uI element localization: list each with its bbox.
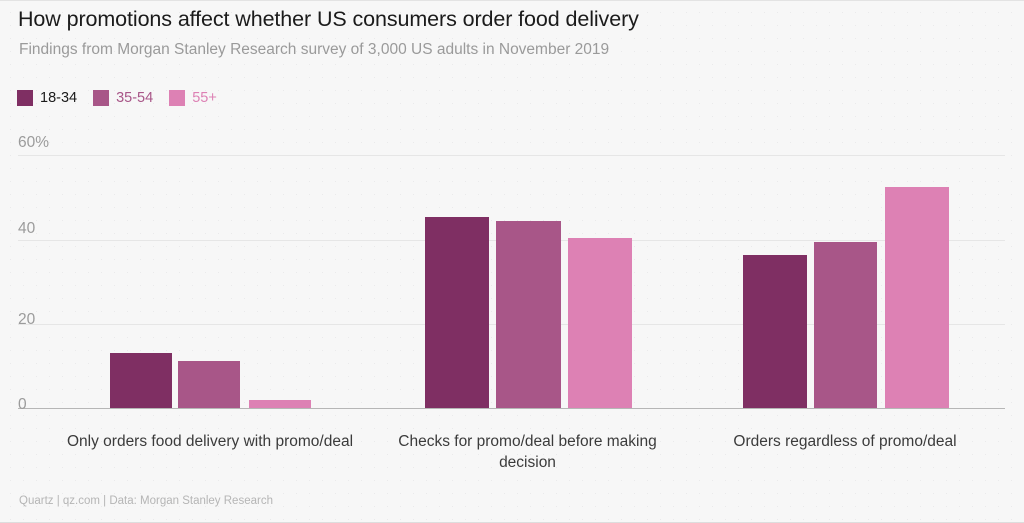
legend-swatch-icon	[169, 90, 186, 106]
legend-swatch-icon	[93, 90, 110, 106]
bar-55-plus-group-1[interactable]	[249, 400, 311, 408]
bar-18-34-group-2[interactable]	[425, 217, 489, 408]
top-border	[0, 0, 1024, 1]
bar-35-54-group-3[interactable]	[814, 242, 877, 408]
gridline-60	[18, 155, 1005, 156]
legend-item-35-54[interactable]: 35-54	[93, 90, 153, 106]
chart-legend: 18-34 35-54 55+	[17, 90, 217, 106]
legend-swatch-icon	[17, 90, 33, 106]
y-tick-label-0: 0	[18, 396, 27, 413]
y-tick-label-40: 40	[18, 220, 36, 237]
category-label-1: Only orders food delivery with promo/dea…	[66, 433, 354, 450]
axis-baseline	[18, 408, 1005, 409]
bar-35-54-group-1[interactable]	[178, 361, 240, 408]
category-label-3: Orders regardless of promo/deal	[733, 433, 957, 450]
source-credit: Quartz | qz.com | Data: Morgan Stanley R…	[19, 495, 273, 507]
legend-item-18-34[interactable]: 18-34	[17, 90, 77, 106]
bar-55-plus-group-2[interactable]	[568, 238, 632, 408]
gridline-40	[18, 240, 1005, 241]
bar-18-34-group-3[interactable]	[743, 255, 807, 408]
legend-item-55-plus[interactable]: 55+	[169, 90, 217, 106]
page-subtitle: Findings from Morgan Stanley Research su…	[19, 41, 610, 58]
y-tick-label-20: 20	[18, 311, 36, 328]
legend-label: 35-54	[116, 90, 154, 106]
y-tick-label-60: 60%	[18, 134, 50, 151]
bar-35-54-group-2[interactable]	[496, 221, 561, 408]
bar-55-plus-group-3[interactable]	[885, 187, 949, 408]
gridline-20	[18, 324, 1005, 325]
page-title: How promotions affect whether US consume…	[18, 7, 639, 31]
category-label-2: Checks for promo/deal before making deci…	[398, 433, 657, 471]
bar-18-34-group-1[interactable]	[110, 353, 172, 408]
legend-label: 18-34	[40, 90, 78, 106]
legend-label: 55+	[192, 90, 217, 106]
